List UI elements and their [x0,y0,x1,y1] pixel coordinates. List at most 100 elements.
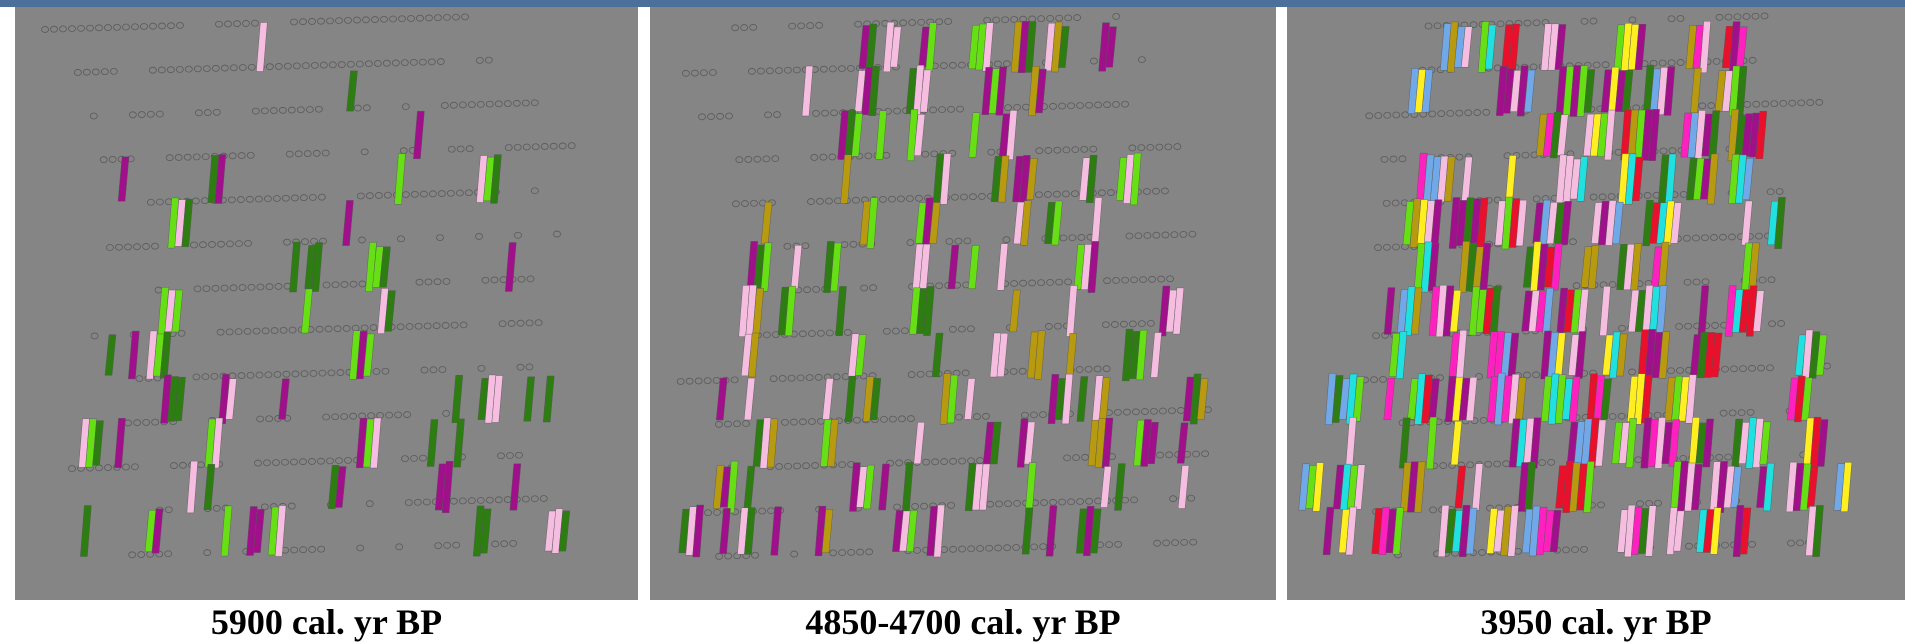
post-marker [297,107,304,113]
post-marker [401,60,408,66]
post-marker [789,23,796,29]
house-bar [1384,288,1395,335]
post-marker [1165,144,1172,150]
post-marker [476,233,483,239]
post-marker [1524,372,1531,378]
post-marker [107,244,114,250]
post-marker [286,151,293,157]
post-marker [948,106,955,112]
house-bar [791,245,802,288]
post-marker [757,68,764,74]
post-marker [156,199,163,205]
post-marker [476,57,483,63]
post-marker [1563,547,1570,553]
post-marker [889,416,896,422]
post-marker [1602,62,1609,68]
post-marker [453,542,460,548]
post-marker [244,328,251,334]
post-marker [959,458,966,464]
post-marker [1767,365,1774,371]
post-marker [402,192,409,198]
post-marker [468,102,475,108]
post-marker [852,197,859,203]
post-marker [870,285,877,291]
post-marker [442,322,449,328]
post-marker [78,25,85,31]
post-marker [554,231,561,237]
post-marker [922,151,929,157]
post-marker [917,371,924,377]
post-marker [522,496,529,502]
post-marker [138,112,145,118]
post-marker [725,553,732,559]
post-marker [839,550,846,556]
post-marker [1599,194,1606,200]
post-marker [337,370,344,376]
post-marker [1086,498,1093,504]
post-marker [508,320,515,326]
post-marker [1581,546,1588,552]
post-marker [104,465,111,471]
post-marker [1106,542,1113,548]
post-marker [193,374,200,380]
post-marker [969,194,976,200]
house-bar [1384,378,1395,420]
post-marker [318,194,325,200]
post-marker [526,320,533,326]
post-marker [1077,102,1084,108]
post-marker [203,286,210,292]
post-marker [229,153,236,159]
post-marker [179,462,186,468]
post-marker [1039,412,1046,418]
post-marker [776,464,783,470]
post-marker [419,59,426,65]
post-marker [1054,323,1061,329]
post-marker [1668,16,1675,22]
post-marker [1189,231,1196,237]
post-marker [341,281,348,287]
post-marker [1063,147,1070,153]
post-marker [1003,237,1010,243]
post-marker [812,462,819,468]
post-marker [1040,544,1047,550]
house-bar [204,464,215,509]
post-marker [504,101,511,107]
post-marker [1474,110,1481,116]
post-marker [1729,410,1736,416]
post-marker [363,17,370,23]
post-marker [392,60,399,66]
post-marker [335,458,342,464]
post-marker [1702,279,1709,285]
post-marker [514,144,521,150]
post-marker [344,457,351,463]
post-marker [363,105,370,111]
post-marker [1716,14,1723,20]
post-marker [1010,368,1017,374]
post-marker [155,287,162,293]
post-marker [1807,100,1814,106]
page: 5900 cal. yr BP 4850-4700 cal. yr BP 395… [0,0,1905,644]
post-marker [361,325,368,331]
post-marker [726,113,733,119]
post-marker [261,504,268,510]
post-marker [527,276,534,282]
post-marker [708,114,715,120]
post-marker [430,367,437,373]
house-bar [876,111,887,160]
post-marker [794,463,801,469]
post-marker [92,69,99,75]
post-marker [1692,235,1699,241]
post-marker [829,66,836,72]
post-marker [848,549,855,555]
post-marker [410,455,417,461]
post-marker [861,285,868,291]
house-bar [256,22,267,71]
post-marker [1122,277,1129,283]
post-marker [1598,502,1605,508]
house-bar [879,464,890,510]
house-bar [115,418,126,467]
post-marker [1699,103,1706,109]
post-marker [754,156,761,162]
post-marker [1686,543,1693,549]
post-marker [248,284,255,290]
